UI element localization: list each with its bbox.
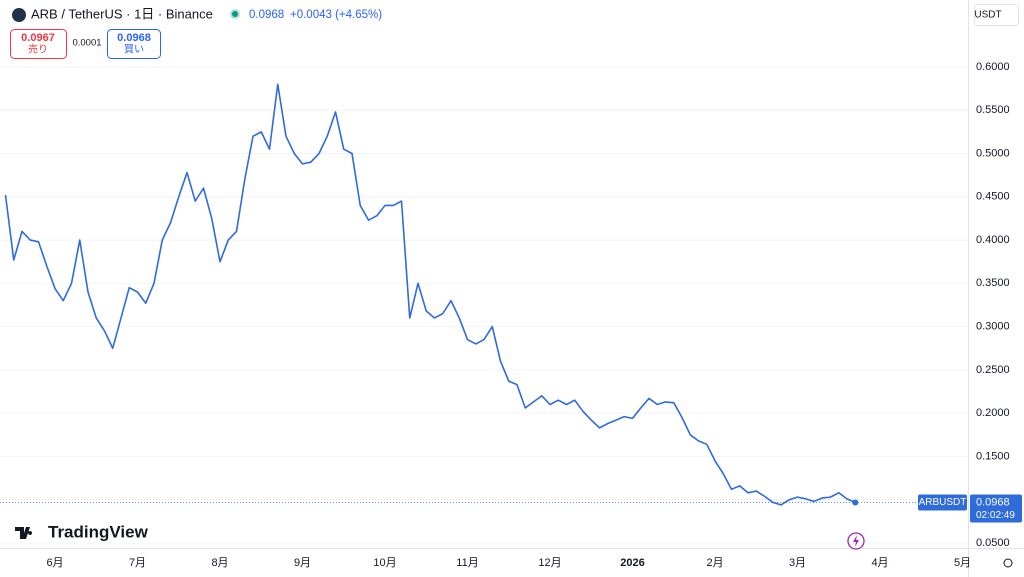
plot — [0, 83, 968, 506]
x-tick-label: 6月 — [46, 557, 63, 569]
lightning-icon — [853, 535, 859, 547]
last-point — [852, 499, 859, 506]
y-tick-label: 0.4000 — [976, 234, 1010, 246]
sell-button[interactable] — [10, 29, 67, 59]
logo-icon — [15, 527, 33, 539]
y-tick-label: 0.5000 — [976, 147, 1010, 159]
price-change: +0.0043 (+4.65%) — [290, 9, 382, 21]
y-tick-label: 0.4500 — [976, 191, 1010, 203]
buy-button[interactable] — [107, 29, 161, 59]
last-price: 0.0968 — [249, 9, 284, 21]
symbol-title: ARB / TetherUS · 1日 · Binance — [31, 6, 213, 21]
currency[interactable]: USDT — [974, 10, 1001, 21]
x-tick-label: 12月 — [538, 557, 561, 569]
y-tick-label: 0.1500 — [976, 450, 1010, 462]
countdown: 02:02:49 — [976, 510, 1015, 521]
x-tick-label: 2026 — [620, 557, 644, 569]
grid — [0, 66, 968, 544]
y-tick-label: 0.6000 — [976, 61, 1010, 73]
y-tick-label: 0.5500 — [976, 104, 1010, 116]
x-tick-label: 3月 — [789, 557, 806, 569]
ask-price[interactable]: 0.0968 — [117, 32, 151, 44]
buy-label[interactable]: 買い — [124, 44, 144, 56]
price-line — [4, 83, 856, 506]
x-tick-label: 9月 — [294, 557, 311, 569]
y-tick-label: 0.3000 — [976, 321, 1010, 333]
y-tick-label: 0.2500 — [976, 364, 1010, 376]
symbol-icon — [12, 8, 26, 22]
series-label: ARBUSDT — [919, 497, 967, 508]
y-tick-label: 0.2000 — [976, 407, 1010, 419]
x-tick-label: 7月 — [129, 557, 146, 569]
x-tick-label: 8月 — [211, 557, 228, 569]
sell-label[interactable]: 売り — [28, 43, 48, 56]
bid-price[interactable]: 0.0967 — [21, 32, 55, 44]
settings-button[interactable] — [1003, 558, 1013, 568]
x-tick-label: 11月 — [456, 557, 478, 569]
x-tick-label: 5月 — [954, 557, 971, 569]
logo: TradingView — [48, 522, 149, 541]
price-label: 0.0968 — [976, 496, 1010, 508]
y-tick-label: 0.3500 — [976, 277, 1010, 289]
spread: 0.0001 — [72, 38, 101, 49]
y-tick-label: 0.0500 — [976, 537, 1010, 549]
x-tick-label: 10月 — [373, 557, 396, 569]
status-dot — [232, 11, 238, 17]
currency-button[interactable] — [974, 4, 1019, 26]
price-label-bg — [970, 494, 1022, 523]
series-label-bg — [918, 494, 967, 511]
x-tick-label: 2月 — [706, 557, 723, 569]
x-tick-label: 4月 — [871, 557, 888, 569]
